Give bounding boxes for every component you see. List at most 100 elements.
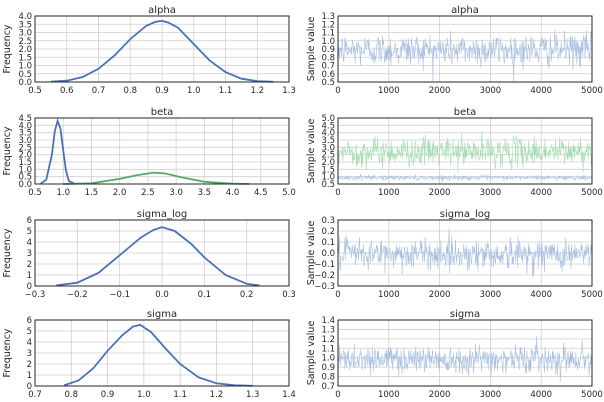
- panel-trace-sigma-log: 0 1000 2000 3000 4000 5000−0.3−0.2−0.10.00.10…: [306, 209, 603, 300]
- x-tick-label: 0.7: [28, 390, 42, 400]
- x-tick-label: 0.2: [240, 290, 254, 300]
- x-tick-label: 1000: [378, 290, 400, 300]
- x-tick-label: 0.8: [65, 390, 79, 400]
- panel-trace-sigma: 0 1000 2000 3000 4000 50000.70.80.91.01.11.21…: [306, 309, 603, 400]
- y-tick-label: 0.9: [321, 363, 335, 373]
- axes-frame: [337, 117, 593, 185]
- y-tick-label: 1.2: [321, 335, 335, 345]
- axes-frame: [34, 117, 290, 185]
- y-tick-label: 6: [27, 216, 32, 226]
- x-tick-label: 4000: [530, 86, 552, 96]
- x-tick-label: −0.2: [67, 290, 88, 300]
- kde-line: [63, 171, 250, 185]
- y-axis-label: Sample value: [306, 119, 317, 184]
- y-tick-label: 1.3: [321, 325, 335, 335]
- y-axis-label: Frequency: [2, 228, 13, 277]
- y-tick-label: 5: [27, 327, 32, 337]
- y-tick-label: 1.0: [321, 354, 335, 364]
- y-tick-label: 3: [27, 249, 32, 259]
- x-tick-label: 1.3: [246, 390, 260, 400]
- y-tick-label: 0.8: [321, 373, 335, 383]
- x-tick-label: 1000: [378, 86, 400, 96]
- y-tick-label: 0.8: [321, 53, 335, 63]
- y-tick-label: 1.0: [321, 173, 335, 183]
- x-tick-label: 1000: [378, 390, 400, 400]
- y-axis-label: Frequency: [2, 24, 13, 73]
- y-tick-label: 4.5: [18, 114, 32, 124]
- axes-frame: [34, 219, 290, 287]
- x-tick-label: 4.0: [226, 188, 240, 198]
- x-tick-label: 3000: [480, 290, 502, 300]
- y-tick-label: 2.5: [18, 143, 32, 153]
- x-tick-label: 0: [335, 290, 340, 300]
- panel-title: sigma_log: [440, 209, 490, 220]
- y-tick-label: 4.5: [321, 121, 335, 131]
- x-tick-label: 3000: [480, 86, 502, 96]
- y-tick-label: 4: [27, 238, 32, 248]
- x-tick-label: 4.5: [254, 188, 268, 198]
- axes-frame: [337, 219, 593, 287]
- y-tick-label: 3.0: [18, 29, 32, 39]
- x-tick-label: 0.9: [101, 390, 115, 400]
- y-tick-label: 0.5: [321, 78, 335, 88]
- y-tick-label: 4.0: [18, 12, 32, 22]
- y-tick-label: 4.0: [321, 129, 335, 139]
- y-tick-label: 1: [27, 271, 32, 281]
- y-axis-label: Frequency: [2, 126, 13, 175]
- x-tick-label: 5000: [581, 290, 603, 300]
- y-tick-label: 0.1: [321, 238, 335, 248]
- axes-frame: [337, 319, 593, 387]
- y-tick-label: 1.1: [321, 344, 335, 354]
- y-tick-label: −0.2: [314, 271, 335, 281]
- y-tick-label: 2.0: [18, 45, 32, 55]
- x-tick-label: 2000: [429, 290, 451, 300]
- axes-frame: [34, 319, 290, 387]
- y-tick-label: 2.5: [321, 151, 335, 161]
- y-axis-label: Sample value: [306, 321, 317, 386]
- x-tick-label: 5000: [581, 390, 603, 400]
- x-tick-label: 0.8: [123, 86, 137, 96]
- x-tick-label: 2.5: [141, 188, 155, 198]
- x-tick-label: 0.6: [60, 86, 74, 96]
- y-tick-label: 2.5: [18, 37, 32, 47]
- y-tick-label: 1.5: [18, 53, 32, 63]
- y-tick-label: −0.3: [314, 282, 335, 292]
- x-tick-label: 1.1: [173, 390, 187, 400]
- x-tick-label: 0.1: [198, 290, 212, 300]
- y-tick-label: 6: [27, 316, 32, 326]
- x-tick-label: 3.0: [169, 188, 183, 198]
- panel-title: sigma_log: [137, 209, 187, 220]
- y-tick-label: 0: [27, 282, 32, 292]
- x-tick-label: 1.1: [219, 86, 233, 96]
- y-tick-label: 5.0: [321, 114, 335, 124]
- x-tick-label: 0: [335, 86, 340, 96]
- y-tick-label: 0.0: [18, 78, 32, 88]
- y-tick-label: 1: [27, 371, 32, 381]
- y-tick-label: 0.6: [321, 70, 335, 80]
- x-tick-label: 1.0: [187, 86, 201, 96]
- y-tick-label: 0.5: [321, 180, 335, 190]
- y-tick-label: 3.5: [18, 20, 32, 30]
- y-tick-label: 0.3: [321, 216, 335, 226]
- x-tick-label: 0.7: [92, 86, 106, 96]
- y-tick-label: 3.0: [321, 143, 335, 153]
- x-tick-label: 1.2: [210, 390, 224, 400]
- x-tick-label: 4000: [530, 390, 552, 400]
- x-tick-label: 2.0: [113, 188, 127, 198]
- panel-title: beta: [454, 107, 477, 118]
- x-tick-label: −0.1: [109, 290, 130, 300]
- y-axis-label: Sample value: [306, 17, 317, 82]
- panel-title: sigma: [147, 309, 177, 320]
- y-tick-label: 0.7: [321, 382, 335, 392]
- y-tick-label: 2.0: [18, 151, 32, 161]
- x-tick-label: 1.4: [282, 390, 296, 400]
- x-tick-label: 2000: [429, 86, 451, 96]
- x-tick-label: 0.9: [155, 86, 169, 96]
- x-tick-label: 1.5: [85, 188, 99, 198]
- trace-line: [337, 227, 593, 279]
- y-tick-label: 0.5: [18, 173, 32, 183]
- y-tick-label: 1.5: [18, 158, 32, 168]
- y-tick-label: 2: [27, 360, 32, 370]
